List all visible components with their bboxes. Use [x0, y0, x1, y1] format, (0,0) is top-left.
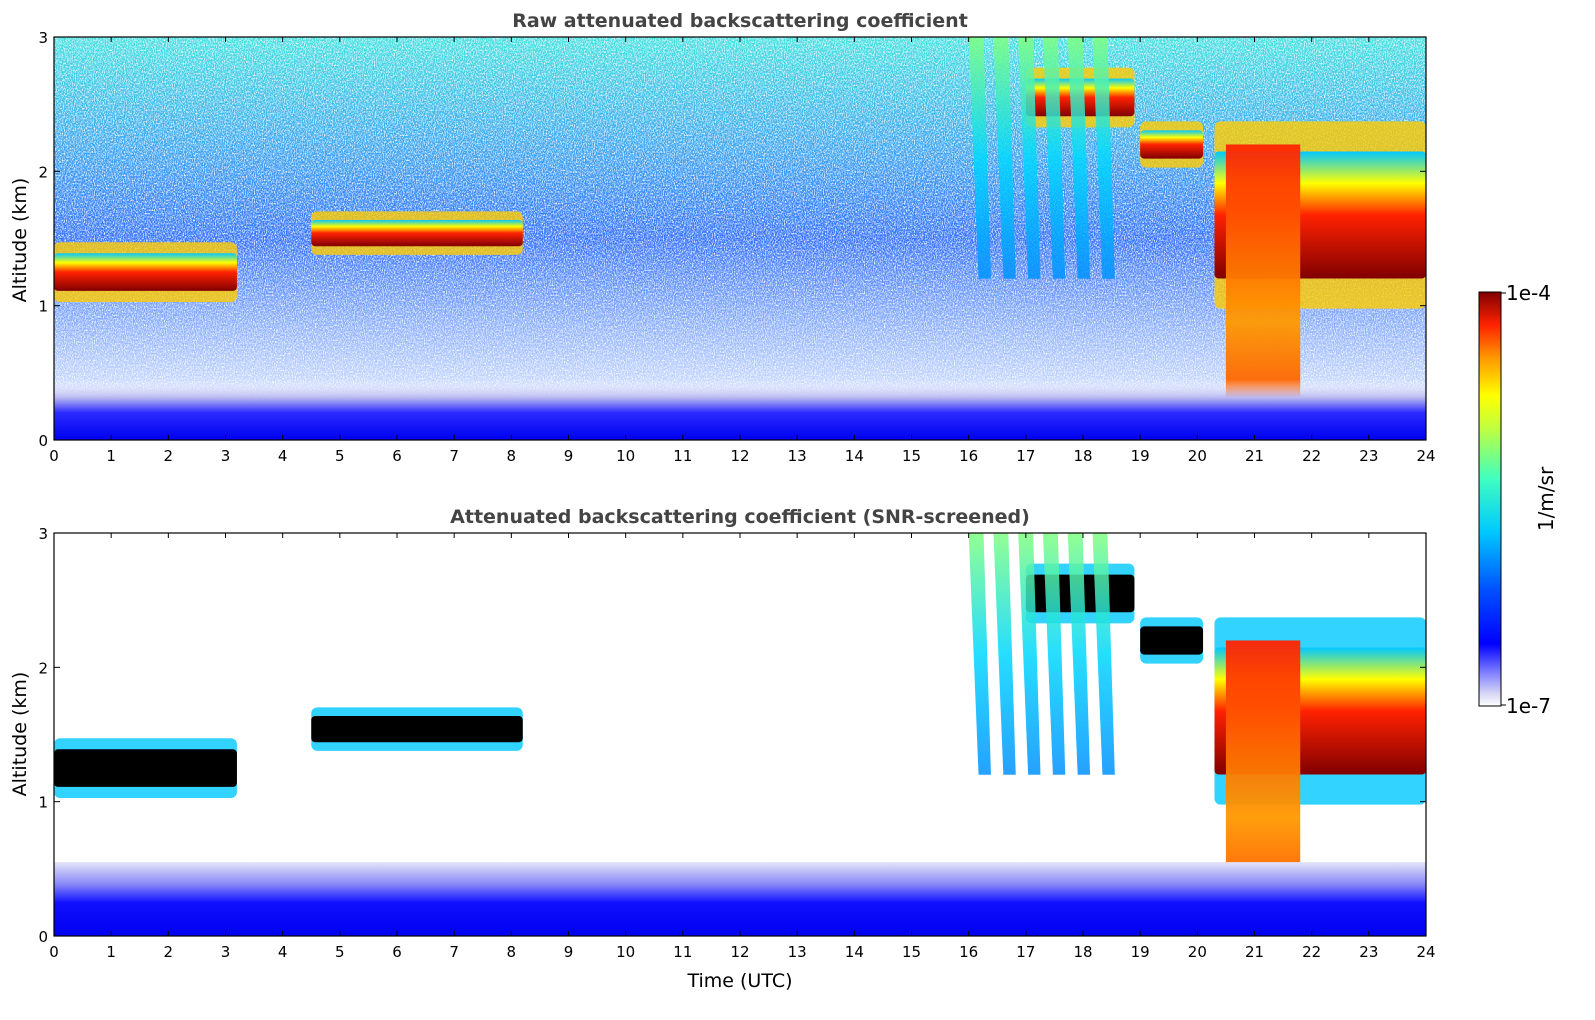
boundary-layer [54, 379, 1426, 440]
x-tick-label: 18 [1073, 943, 1092, 961]
x-tick-label: 24 [1416, 943, 1435, 961]
x-tick-label: 6 [392, 447, 402, 465]
y-tick-label: 0 [38, 432, 48, 450]
y-axis: 0 1 2 3 [38, 29, 1426, 450]
x-tick-label: 22 [1302, 447, 1321, 465]
boundary-layer [54, 862, 1426, 936]
cloud-layer [54, 738, 237, 798]
x-tick-label: 21 [1245, 943, 1264, 961]
y-tick-label: 2 [38, 163, 48, 181]
chart-title: Attenuated backscattering coefficient (S… [450, 506, 1030, 528]
colorbar: 1e-4 1e-7 1/m/sr [1478, 281, 1558, 718]
x-tick-label: 10 [616, 943, 635, 961]
x-tick-label: 20 [1188, 943, 1207, 961]
x-axis: 0 1 2 3 4 5 6 7 8 9 10 11 12 13 14 15 16 17 18 19 20 21 22 23 24 [49, 533, 1436, 961]
colorbar-min-label: 1e-7 [1506, 694, 1551, 718]
y-tick-label: 1 [38, 298, 48, 316]
cloud-layer [1140, 121, 1204, 168]
virga-streaks [968, 533, 1115, 775]
x-tick-label: 4 [278, 943, 288, 961]
y-axis: 0 1 2 3 [38, 525, 1426, 946]
x-tick-label: 8 [507, 943, 517, 961]
cloud-layer [1140, 617, 1204, 664]
x-tick-label: 1 [106, 447, 116, 465]
x-tick-label: 17 [1016, 447, 1035, 465]
x-tick-label: 9 [564, 943, 574, 961]
y-tick-label: 3 [38, 525, 48, 543]
screened-backscatter-panel: Attenuated backscattering coefficient (S… [9, 506, 1436, 992]
x-tick-label: 19 [1131, 447, 1150, 465]
y-tick-label: 0 [38, 928, 48, 946]
x-tick-label: 15 [902, 447, 921, 465]
cloud-layer [311, 707, 523, 751]
x-tick-label: 8 [507, 447, 517, 465]
x-tick-label: 15 [902, 943, 921, 961]
x-tick-label: 11 [673, 447, 692, 465]
x-tick-label: 3 [221, 943, 231, 961]
x-tick-label: 17 [1016, 943, 1035, 961]
virga-streaks [968, 37, 1115, 279]
x-tick-label: 21 [1245, 447, 1264, 465]
x-tick-label: 22 [1302, 943, 1321, 961]
x-tick-label: 4 [278, 447, 288, 465]
cloud-layer [311, 211, 523, 255]
x-tick-label: 2 [164, 943, 174, 961]
x-tick-label: 13 [788, 447, 807, 465]
x-tick-label: 5 [335, 447, 345, 465]
x-axis: 0 1 2 3 4 5 6 7 8 9 10 11 12 13 14 15 16 17 18 19 20 21 22 23 24 [49, 37, 1436, 465]
colorbar-unit-label: 1/m/sr [1534, 466, 1558, 531]
x-tick-label: 23 [1359, 943, 1378, 961]
x-tick-label: 18 [1073, 447, 1092, 465]
x-axis-label: Time (UTC) [686, 970, 792, 992]
x-tick-label: 12 [730, 447, 749, 465]
x-tick-label: 19 [1131, 943, 1150, 961]
x-tick-label: 14 [845, 943, 864, 961]
x-tick-label: 6 [392, 943, 402, 961]
x-tick-label: 24 [1416, 447, 1435, 465]
raw-backscatter-panel: Raw attenuated backscattering coefficien… [9, 10, 1436, 465]
x-tick-label: 1 [106, 943, 116, 961]
x-tick-label: 5 [335, 943, 345, 961]
x-tick-label: 10 [616, 447, 635, 465]
x-tick-label: 12 [730, 943, 749, 961]
x-tick-label: 3 [221, 447, 231, 465]
y-tick-label: 1 [38, 794, 48, 812]
x-tick-label: 16 [959, 943, 978, 961]
x-tick-label: 0 [49, 447, 59, 465]
heatmap-area [54, 37, 1426, 440]
y-tick-label: 2 [38, 659, 48, 677]
y-axis-label: Altitude (km) [9, 178, 31, 303]
cloud-layer [54, 242, 237, 302]
x-tick-label: 14 [845, 447, 864, 465]
x-tick-label: 9 [564, 447, 574, 465]
x-tick-label: 16 [959, 447, 978, 465]
heatmap-area [54, 533, 1426, 936]
chart-title: Raw attenuated backscattering coefficien… [512, 10, 968, 32]
x-tick-label: 0 [49, 943, 59, 961]
x-tick-label: 7 [449, 943, 459, 961]
x-tick-label: 11 [673, 943, 692, 961]
x-tick-label: 2 [164, 447, 174, 465]
x-tick-label: 23 [1359, 447, 1378, 465]
colorbar-max-label: 1e-4 [1506, 281, 1551, 305]
x-tick-label: 20 [1188, 447, 1207, 465]
colorbar-gradient [1478, 291, 1502, 707]
x-tick-label: 7 [449, 447, 459, 465]
x-tick-label: 13 [788, 943, 807, 961]
noise-speckle [54, 37, 1426, 440]
y-axis-label: Altitude (km) [9, 672, 31, 797]
y-tick-label: 3 [38, 29, 48, 47]
